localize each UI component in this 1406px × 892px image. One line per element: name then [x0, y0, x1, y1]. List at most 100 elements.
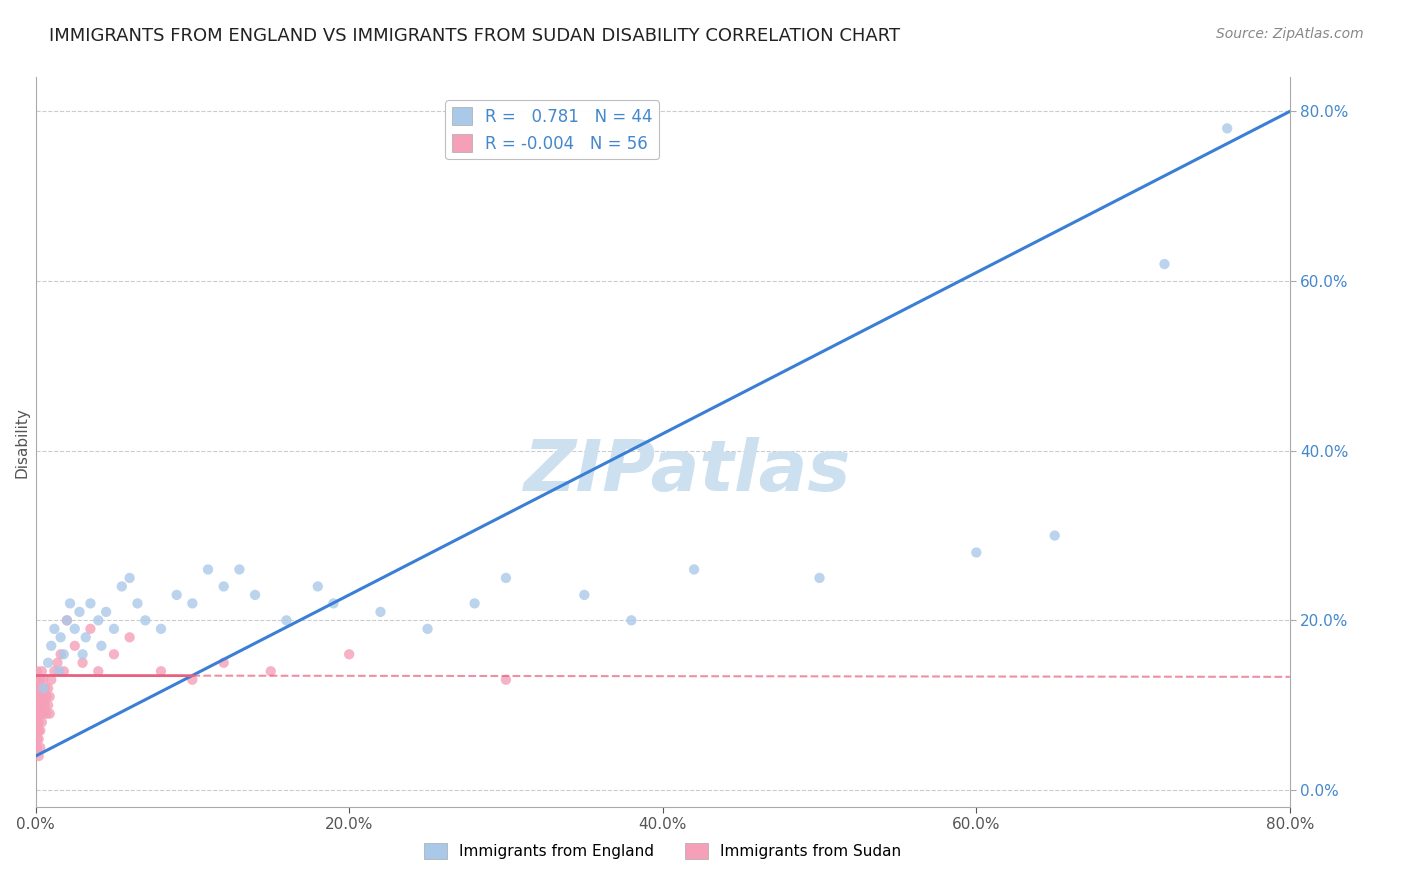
- Point: [94, 605, 117, 619]
- Point: [103, 648, 125, 662]
- Point: [37, 681, 59, 696]
- Point: [35, 690, 58, 704]
- Point: [79, 596, 101, 610]
- Point: [574, 588, 596, 602]
- Point: [28, 681, 51, 696]
- Point: [38, 706, 60, 721]
- Point: [166, 588, 188, 602]
- Point: [32, 690, 55, 704]
- Point: [1216, 121, 1239, 136]
- Point: [28, 732, 51, 747]
- Point: [103, 622, 125, 636]
- Point: [56, 613, 79, 627]
- Point: [48, 665, 70, 679]
- Point: [212, 579, 235, 593]
- Point: [56, 613, 79, 627]
- Text: IMMIGRANTS FROM ENGLAND VS IMMIGRANTS FROM SUDAN DISABILITY CORRELATION CHART: IMMIGRANTS FROM ENGLAND VS IMMIGRANTS FR…: [49, 27, 900, 45]
- Point: [118, 571, 141, 585]
- Point: [32, 706, 55, 721]
- Point: [134, 613, 156, 627]
- Point: [1043, 528, 1066, 542]
- Point: [260, 665, 283, 679]
- Point: [197, 562, 219, 576]
- Point: [52, 648, 75, 662]
- Point: [322, 596, 344, 610]
- Point: [181, 596, 204, 610]
- Point: [32, 673, 55, 687]
- Legend: R =   0.781   N = 44, R = -0.004   N = 56: R = 0.781 N = 44, R = -0.004 N = 56: [446, 101, 659, 160]
- Point: [44, 665, 66, 679]
- Point: [72, 656, 94, 670]
- Point: [39, 639, 62, 653]
- Point: [49, 648, 72, 662]
- Point: [25, 723, 48, 738]
- Point: [370, 605, 392, 619]
- Point: [87, 613, 110, 627]
- Point: [416, 622, 439, 636]
- Point: [34, 698, 56, 713]
- Point: [28, 698, 51, 713]
- Point: [1153, 257, 1175, 271]
- Point: [25, 698, 48, 713]
- Text: ZIPatlas: ZIPatlas: [524, 437, 852, 506]
- Point: [111, 579, 134, 593]
- Point: [25, 665, 48, 679]
- Text: Source: ZipAtlas.com: Source: ZipAtlas.com: [1216, 27, 1364, 41]
- Point: [35, 706, 58, 721]
- Point: [276, 613, 298, 627]
- Point: [28, 706, 51, 721]
- Point: [150, 622, 173, 636]
- Point: [25, 740, 48, 755]
- Point: [69, 605, 91, 619]
- Point: [307, 579, 329, 593]
- Point: [72, 648, 94, 662]
- Point: [30, 706, 52, 721]
- Point: [31, 681, 53, 696]
- Point: [31, 665, 53, 679]
- Point: [25, 732, 48, 747]
- Point: [25, 673, 48, 687]
- Point: [87, 665, 110, 679]
- Point: [337, 648, 360, 662]
- Point: [28, 723, 51, 738]
- Point: [31, 715, 53, 730]
- Point: [228, 562, 250, 576]
- Point: [59, 596, 82, 610]
- Point: [75, 630, 97, 644]
- Point: [965, 545, 987, 559]
- Point: [28, 715, 51, 730]
- Point: [118, 630, 141, 644]
- Point: [25, 706, 48, 721]
- Point: [63, 639, 86, 653]
- Point: [150, 665, 173, 679]
- Point: [181, 673, 204, 687]
- Point: [28, 690, 51, 704]
- Point: [39, 673, 62, 687]
- Point: [620, 613, 643, 627]
- Point: [212, 656, 235, 670]
- Point: [495, 673, 517, 687]
- Point: [127, 596, 149, 610]
- Point: [25, 681, 48, 696]
- Point: [37, 656, 59, 670]
- Point: [34, 681, 56, 696]
- Point: [32, 681, 55, 696]
- Y-axis label: Disability: Disability: [15, 407, 30, 477]
- Point: [46, 656, 69, 670]
- Point: [464, 596, 486, 610]
- Point: [79, 622, 101, 636]
- Point: [30, 723, 52, 738]
- Point: [495, 571, 517, 585]
- Point: [30, 673, 52, 687]
- Point: [243, 588, 266, 602]
- Point: [90, 639, 112, 653]
- Point: [49, 630, 72, 644]
- Point: [25, 690, 48, 704]
- Point: [38, 690, 60, 704]
- Point: [63, 622, 86, 636]
- Point: [808, 571, 831, 585]
- Point: [30, 690, 52, 704]
- Point: [25, 715, 48, 730]
- Point: [31, 698, 53, 713]
- Point: [30, 740, 52, 755]
